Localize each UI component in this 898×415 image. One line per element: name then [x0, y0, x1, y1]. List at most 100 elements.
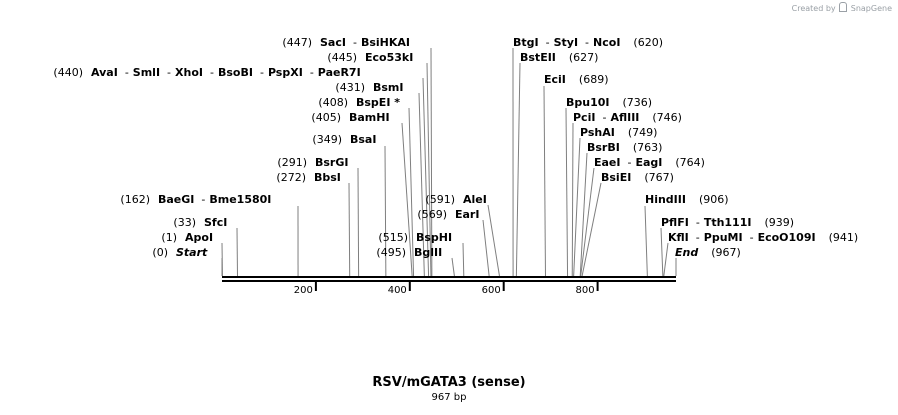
site-position-avai: (440) [53, 66, 83, 79]
site-name-start: Start [176, 246, 208, 259]
site-position-bbsi: (272) [276, 171, 306, 184]
leader-pshai [573, 137, 581, 277]
site-name-bglii: BglII [414, 246, 442, 259]
site-separator: - [201, 193, 205, 206]
site-position-bsteii: (627) [569, 51, 599, 64]
leader-ecii [543, 85, 546, 277]
site-name-ecii: EciI [544, 73, 566, 86]
site-name-pspxi: PspXI [268, 66, 303, 79]
site-name-eari: EarI [455, 208, 479, 221]
snapgene-credit: Created by SnapGene [792, 2, 892, 13]
leader-bamhi [401, 122, 413, 277]
site-name-eco53ki: Eco53kI [365, 51, 413, 64]
leader-eaei [580, 167, 595, 277]
site-position-end: (967) [711, 246, 741, 259]
site-separator: - [353, 36, 357, 49]
leader-alei [487, 204, 500, 277]
site-separator: - [210, 66, 214, 79]
leader-hindiii [644, 205, 648, 277]
site-name-bme1580i: Bme1580I [209, 193, 271, 206]
site-separator: - [546, 36, 550, 49]
site-separator: - [125, 66, 129, 79]
site-position-bsiei: (767) [644, 171, 674, 184]
site-position-apoi: (1) [161, 231, 177, 244]
site-position-btgi: (620) [633, 36, 663, 49]
site-position-bsai: (349) [312, 133, 342, 146]
site-name-bsteii: BstEII [520, 51, 556, 64]
site-position-bsrgi: (291) [277, 156, 307, 169]
site-name-sfci: SfcI [204, 216, 227, 229]
map-title: RSV/mGATA3 (sense) [372, 375, 526, 390]
leader-bsrgi [357, 167, 360, 277]
site-position-bglii: (495) [376, 246, 406, 259]
leader-bpu10i [565, 107, 569, 277]
leader-bglii [451, 257, 455, 277]
leader-bbsi [348, 182, 351, 277]
site-position-ecii: (689) [579, 73, 609, 86]
site-name-bsiei: BsiEI [601, 171, 631, 184]
site-position-kfli: (941) [829, 231, 859, 244]
tick-label-400: 400 [388, 285, 407, 296]
credit-prefix: Created by [791, 4, 836, 13]
site-name-paer7i: PaeR7I [318, 66, 361, 79]
site-position-saci: (447) [282, 36, 312, 49]
site-position-eaei: (764) [675, 156, 705, 169]
site-name-bsai: BsaI [350, 133, 376, 146]
leader-kfli [663, 242, 669, 277]
site-name-bamhi: BamHI [349, 111, 390, 124]
site-name-pshai: PshAI [580, 126, 615, 139]
site-separator: - [602, 111, 606, 124]
leader-bsrbi [579, 152, 588, 277]
tick-label-600: 600 [482, 285, 501, 296]
leader-eari [482, 219, 490, 277]
site-name-bpu10i: Bpu10I [566, 96, 610, 109]
site-name-kfli: KflI [668, 231, 689, 244]
site-position-bsrbi: (763) [633, 141, 663, 154]
site-position-start: (0) [152, 246, 168, 259]
site-position-eco53ki: (445) [327, 51, 357, 64]
site-separator: - [750, 231, 754, 244]
leader-eco53ki [426, 62, 432, 277]
site-position-hindiii: (906) [699, 193, 729, 206]
site-separator: - [310, 66, 314, 79]
site-name-pcii: PciI [573, 111, 595, 124]
site-name-bspei: BspEI * [356, 96, 400, 109]
leader-avai [422, 77, 430, 277]
map-length: 967 bp [431, 392, 467, 403]
site-name-smli: SmlI [133, 66, 160, 79]
site-name-alei: AleI [463, 193, 487, 206]
site-name-bbsi: BbsI [314, 171, 341, 184]
site-position-pshai: (749) [628, 126, 658, 139]
site-position-alei: (591) [425, 193, 455, 206]
site-name-afliii: AflIII [610, 111, 639, 124]
leader-pflfi [660, 227, 664, 277]
site-separator: - [696, 231, 700, 244]
snapgene-logo-icon [839, 2, 848, 12]
site-name-ecoo109i: EcoO109I [758, 231, 816, 244]
site-position-pflfi: (939) [764, 216, 794, 229]
tick-label-200: 200 [294, 285, 313, 296]
site-name-xhoi: XhoI [175, 66, 203, 79]
site-name-ppumi: PpuMI [704, 231, 743, 244]
site-separator: - [585, 36, 589, 49]
site-name-hindiii: HindIII [645, 193, 686, 206]
site-name-eaei: EaeI [594, 156, 621, 169]
site-name-saci: SacI [320, 36, 346, 49]
site-position-baegi: (162) [120, 193, 150, 206]
leader-bspei [408, 107, 415, 277]
site-name-avai: AvaI [91, 66, 118, 79]
leader-bsai [384, 145, 387, 277]
site-separator: - [696, 216, 700, 229]
site-position-bpu10i: (736) [623, 96, 653, 109]
site-name-bsphi: BspHI [416, 231, 452, 244]
site-position-eari: (569) [417, 208, 447, 221]
site-position-bamhi: (405) [311, 111, 341, 124]
site-name-baegi: BaeGI [158, 193, 194, 206]
leader-bsmi [418, 92, 425, 277]
site-name-styi: StyI [554, 36, 578, 49]
leader-saci [430, 47, 433, 277]
site-name-bsihkai: BsiHKAI [361, 36, 410, 49]
site-separator: - [628, 156, 632, 169]
site-name-bsmi: BsmI [373, 81, 404, 94]
site-name-btgi: BtgI [513, 36, 539, 49]
